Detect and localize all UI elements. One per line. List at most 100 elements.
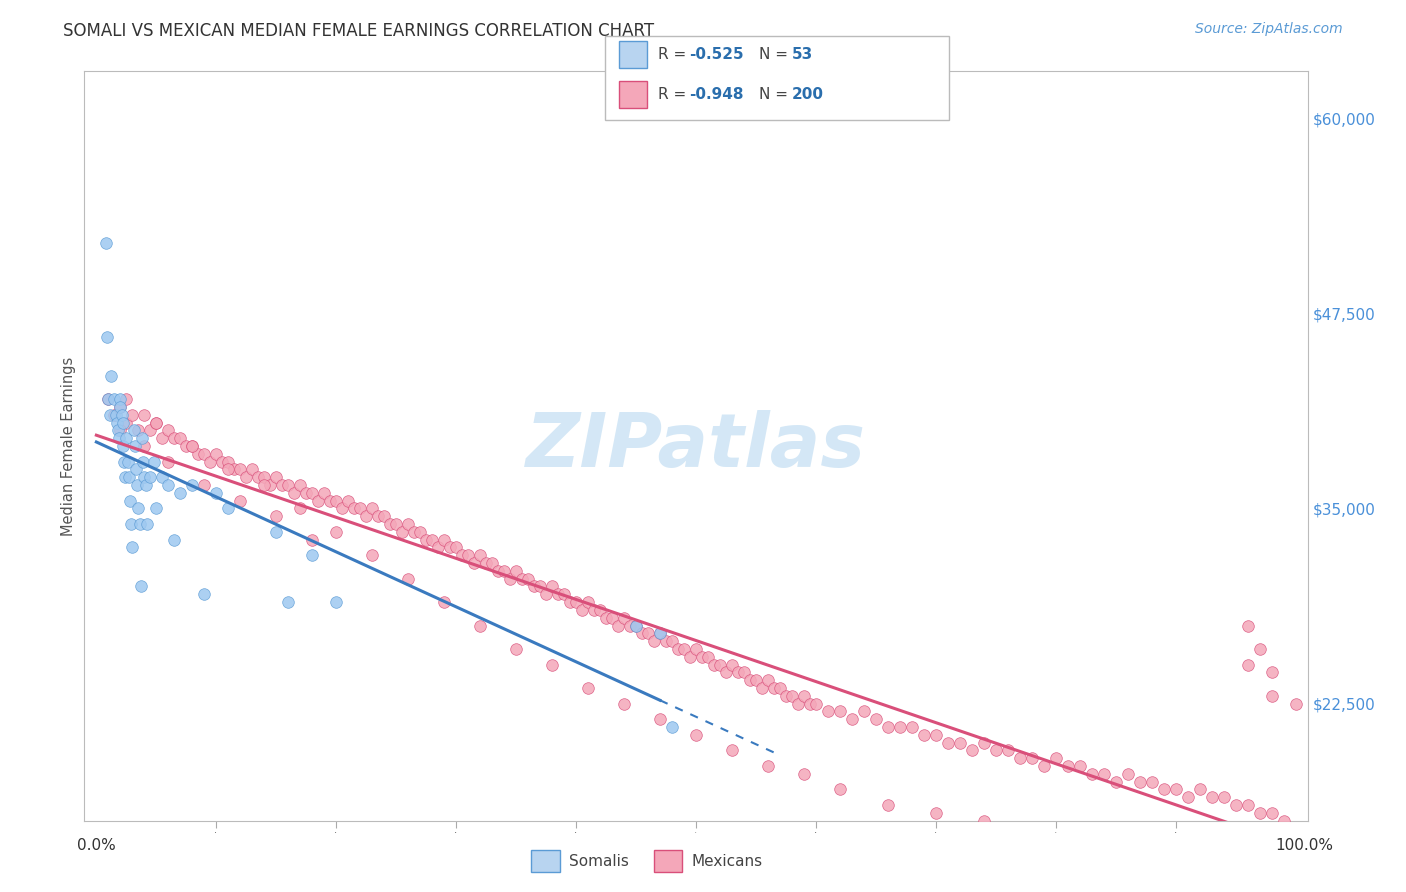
Point [631,626,654,640]
Point [475,556,498,570]
Point [125,462,148,476]
Text: 100.0%: 100.0% [1275,838,1333,853]
Point [1080,767,1102,781]
Point [1164,845,1187,859]
Point [325,595,347,609]
Point [229,493,252,508]
Point [110,392,132,407]
Point [541,657,564,672]
Point [145,501,167,516]
Point [756,673,779,688]
Point [100,368,122,383]
Point [505,642,527,657]
Point [110,424,132,438]
Point [565,595,588,609]
Point [134,408,156,422]
Point [108,431,131,445]
Point [997,743,1019,757]
Point [1236,657,1258,672]
Point [114,470,136,484]
Point [217,455,239,469]
Point [427,541,450,555]
Point [571,603,593,617]
Point [648,626,671,640]
Point [127,478,149,492]
Point [648,712,671,726]
Point [769,681,792,695]
Y-axis label: Median Female Earnings: Median Female Earnings [60,357,76,535]
Point [142,455,165,469]
Text: 53: 53 [792,47,813,62]
Point [1260,805,1282,820]
Point [163,431,186,445]
Point [181,439,204,453]
Point [685,728,707,742]
Text: 0.0%: 0.0% [77,838,117,853]
Point [115,416,138,430]
Point [589,603,612,617]
Point [131,431,153,445]
Point [118,493,141,508]
Point [1116,837,1139,851]
Point [1140,774,1163,789]
Point [661,634,683,648]
Point [127,501,149,516]
Point [457,548,479,563]
Point [1212,853,1234,867]
Point [1032,759,1054,773]
Point [1225,798,1247,813]
Point [510,572,533,586]
Point [1249,642,1271,657]
Point [121,408,143,422]
Point [139,470,162,484]
Point [290,478,312,492]
Point [1045,751,1067,765]
Point [901,720,924,734]
Point [534,587,557,601]
Point [624,618,647,632]
Point [124,439,146,453]
Point [1129,774,1152,789]
Point [787,697,810,711]
Point [529,580,551,594]
Point [973,735,995,749]
Point [1260,689,1282,703]
Point [97,392,120,407]
Point [852,705,875,719]
Point [1201,790,1223,805]
Text: Source: ZipAtlas.com: Source: ZipAtlas.com [1195,22,1343,37]
Point [727,665,749,680]
Point [367,509,389,524]
Point [361,548,384,563]
Point [277,595,299,609]
Point [451,548,474,563]
Point [672,642,695,657]
Point [211,455,233,469]
Point [145,416,167,430]
Point [1021,822,1043,836]
Point [264,470,287,484]
Point [865,712,887,726]
Point [396,517,419,532]
Point [135,478,157,492]
Point [1212,790,1234,805]
Point [721,657,744,672]
Text: Mexicans: Mexicans [692,854,763,869]
Point [751,681,773,695]
Point [127,424,149,438]
Point [756,759,779,773]
Point [295,486,318,500]
Point [619,618,641,632]
Point [661,720,683,734]
Point [1056,759,1078,773]
Point [157,455,180,469]
Point [1153,782,1175,797]
Point [444,541,467,555]
Point [595,611,617,625]
Point [828,705,851,719]
Point [1177,790,1199,805]
Point [240,462,263,476]
Point [1272,814,1295,828]
Point [600,611,623,625]
Point [271,478,294,492]
